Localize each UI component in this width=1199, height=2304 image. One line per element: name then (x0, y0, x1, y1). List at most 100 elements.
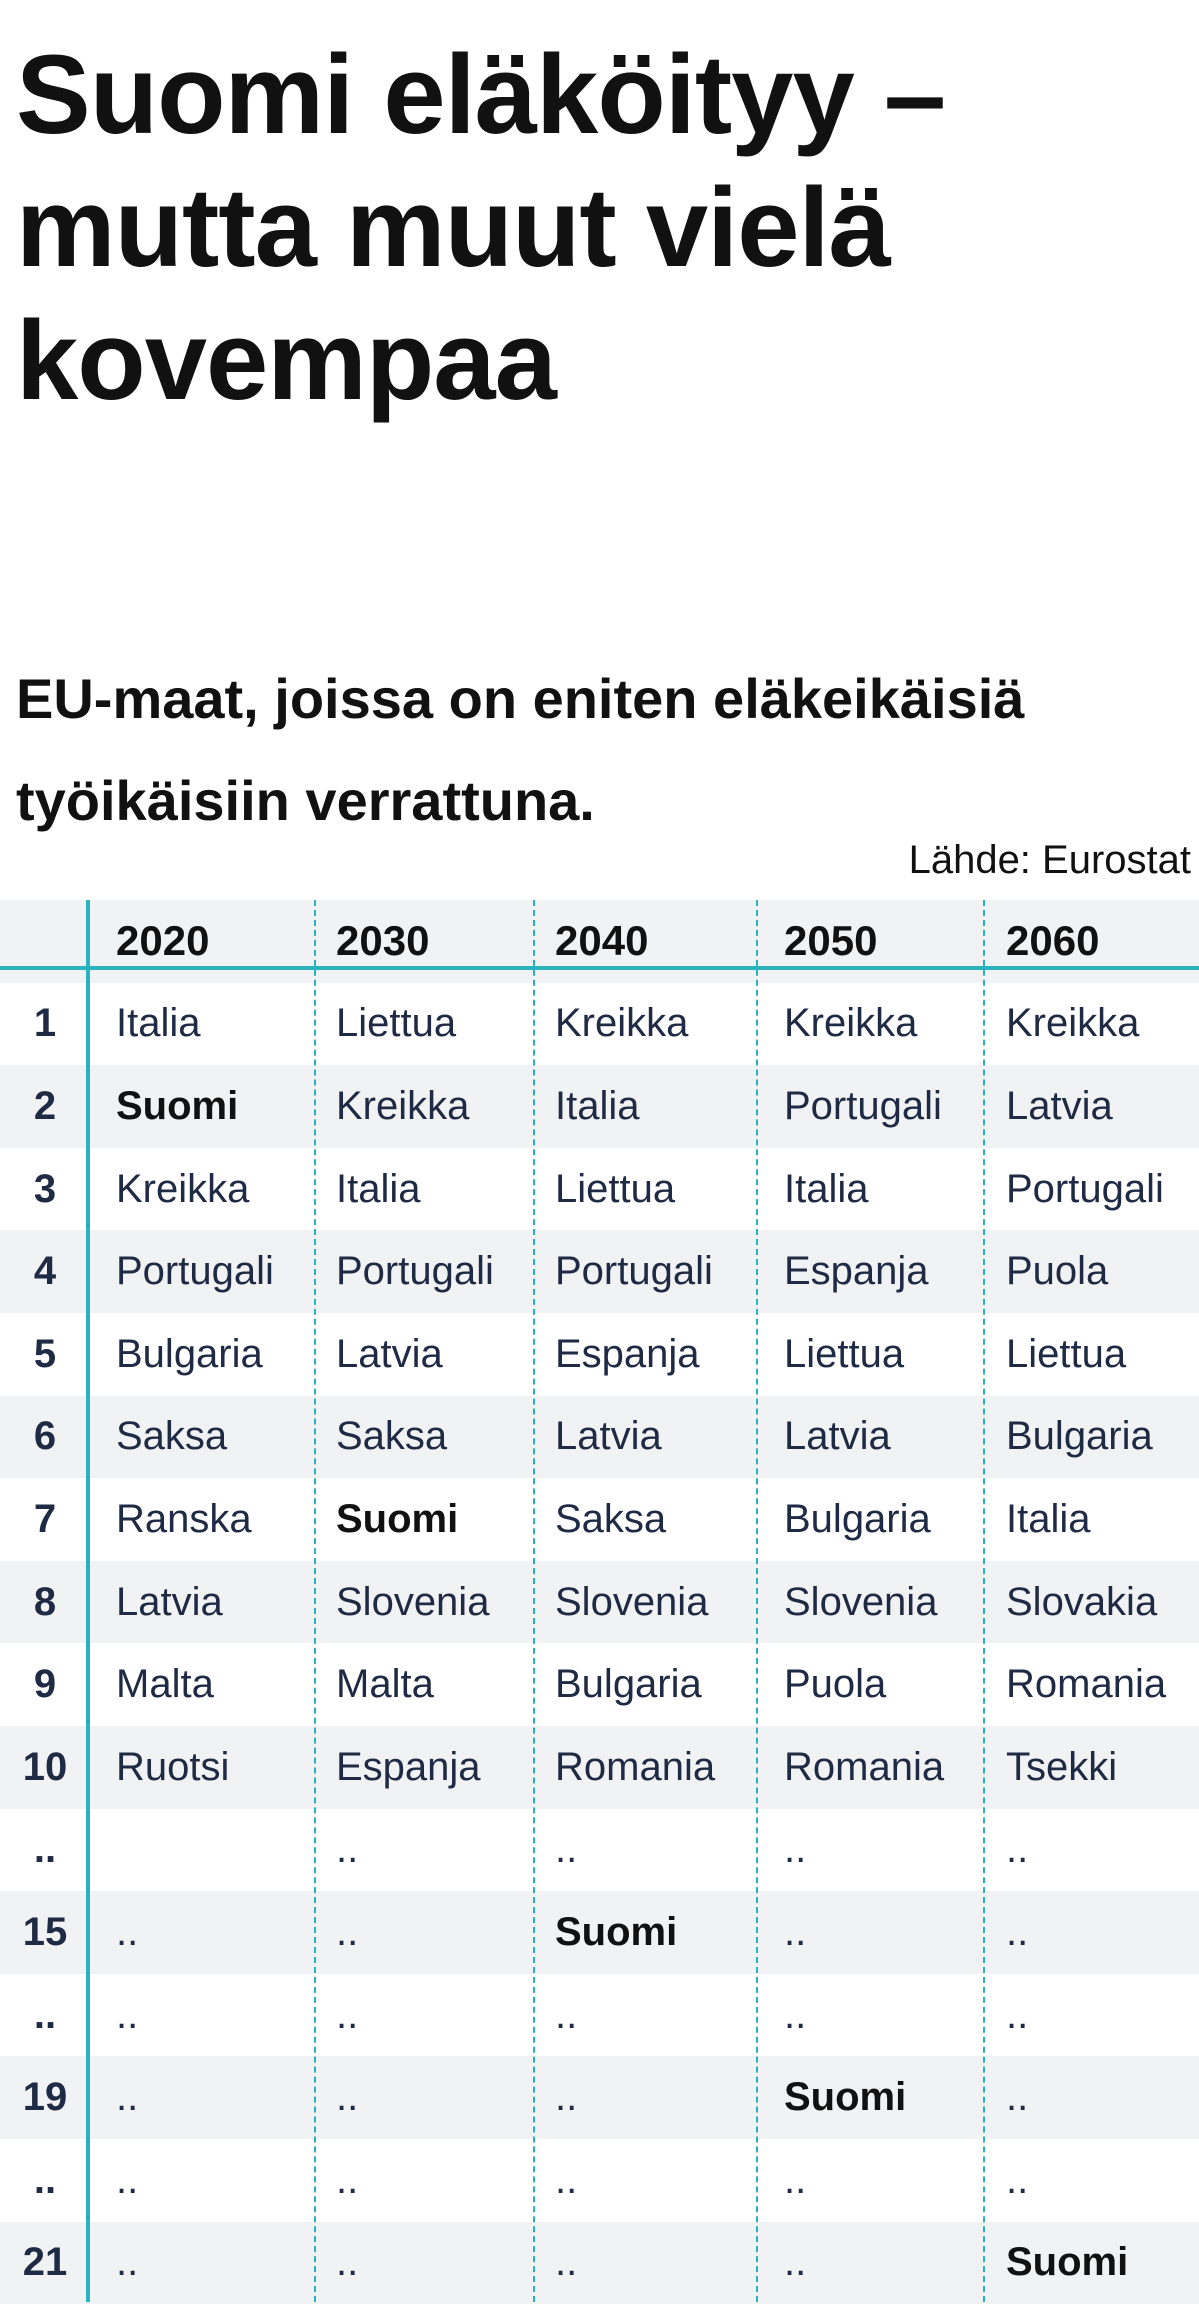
source-note: Lähde: Eurostat (909, 838, 1191, 883)
table-row: 15....Suomi.... (0, 1891, 1199, 1974)
country-cell: Liettua (784, 1313, 980, 1396)
country-cell: Portugali (555, 1230, 751, 1313)
country-cell: Espanja (784, 1230, 980, 1313)
column-divider (533, 900, 535, 2302)
country-cell: Latvia (784, 1396, 980, 1479)
rank-column-divider (86, 900, 90, 2302)
country-cell: Romania (1006, 1643, 1199, 1726)
column-divider (314, 900, 316, 2302)
country-cell: .. (555, 2222, 751, 2304)
country-cell: Latvia (555, 1396, 751, 1479)
rank-cell: 9 (0, 1643, 90, 1726)
country-cell: Italia (784, 1148, 980, 1231)
country-cell: Portugali (116, 1230, 312, 1313)
page-title: Suomi eläköityy – mutta muut vielä kovem… (16, 28, 1186, 427)
country-cell: Italia (116, 983, 312, 1066)
column-divider (756, 900, 758, 2302)
country-cell: .. (784, 1809, 980, 1892)
table-row: ............ (0, 1974, 1199, 2057)
country-cell: Suomi (1006, 2222, 1199, 2304)
rank-cell: 7 (0, 1478, 90, 1561)
country-cell: .. (1006, 2139, 1199, 2222)
rank-cell: 3 (0, 1148, 90, 1231)
country-cell: Romania (784, 1726, 980, 1809)
country-cell: Romania (555, 1726, 751, 1809)
country-cell: Latvia (116, 1561, 312, 1644)
country-cell: Malta (336, 1643, 532, 1726)
table-row: ............ (0, 2139, 1199, 2222)
country-cell: Suomi (784, 2056, 980, 2139)
rank-cell: 15 (0, 1891, 90, 1974)
header-rank-cell (0, 900, 90, 983)
country-cell: .. (1006, 1974, 1199, 2057)
table-row: .......... (0, 1809, 1199, 1892)
country-cell: Latvia (1006, 1065, 1199, 1148)
header-year-2050: 2050 (784, 900, 980, 983)
rank-cell: 19 (0, 2056, 90, 2139)
country-cell: Liettua (336, 983, 532, 1066)
page-subtitle: EU-maat, joissa on eniten eläkeikäisiä t… (16, 648, 1186, 852)
header-year-2030: 2030 (336, 900, 532, 983)
rank-cell: .. (0, 2139, 90, 2222)
country-cell: .. (336, 1809, 532, 1892)
country-cell: Saksa (336, 1396, 532, 1479)
country-cell: .. (116, 2139, 312, 2222)
country-cell: Espanja (555, 1313, 751, 1396)
country-cell: Suomi (116, 1065, 312, 1148)
country-cell: .. (555, 1974, 751, 2057)
country-cell: Latvia (336, 1313, 532, 1396)
country-cell: .. (336, 1974, 532, 2057)
country-cell: .. (116, 2056, 312, 2139)
rank-cell: 6 (0, 1396, 90, 1479)
country-cell: .. (784, 2139, 980, 2222)
country-cell: .. (336, 2139, 532, 2222)
country-cell: Slovenia (784, 1561, 980, 1644)
header-divider (0, 966, 1199, 970)
country-cell: Slovakia (1006, 1561, 1199, 1644)
country-cell: Saksa (555, 1478, 751, 1561)
country-cell: Suomi (336, 1478, 532, 1561)
country-cell: Kreikka (1006, 983, 1199, 1066)
country-cell: .. (784, 1891, 980, 1974)
country-cell: Bulgaria (784, 1478, 980, 1561)
country-cell: .. (784, 1974, 980, 2057)
country-cell (116, 1809, 312, 1892)
country-cell: .. (555, 1809, 751, 1892)
country-cell: .. (336, 2222, 532, 2304)
country-cell: .. (555, 2139, 751, 2222)
country-cell: Kreikka (116, 1148, 312, 1231)
country-cell: .. (1006, 2056, 1199, 2139)
table-row: 19......Suomi.. (0, 2056, 1199, 2139)
rank-cell: 5 (0, 1313, 90, 1396)
header-year-2020: 2020 (116, 900, 312, 983)
country-cell: .. (116, 2222, 312, 2304)
country-cell: Kreikka (336, 1065, 532, 1148)
header-year-2040: 2040 (555, 900, 751, 983)
column-divider (983, 900, 985, 2302)
country-cell: Italia (1006, 1478, 1199, 1561)
country-cell: Bulgaria (555, 1643, 751, 1726)
country-cell: Tsekki (1006, 1726, 1199, 1809)
country-cell: .. (116, 1974, 312, 2057)
country-cell: .. (336, 2056, 532, 2139)
rank-cell: 4 (0, 1230, 90, 1313)
country-cell: Espanja (336, 1726, 532, 1809)
country-cell: Bulgaria (116, 1313, 312, 1396)
rank-cell: 8 (0, 1561, 90, 1644)
country-cell: Saksa (116, 1396, 312, 1479)
rank-cell: .. (0, 1974, 90, 2057)
rank-cell: 2 (0, 1065, 90, 1148)
country-cell: Malta (116, 1643, 312, 1726)
country-cell: Portugali (1006, 1148, 1199, 1231)
country-cell: Portugali (336, 1230, 532, 1313)
rank-cell: 1 (0, 983, 90, 1066)
